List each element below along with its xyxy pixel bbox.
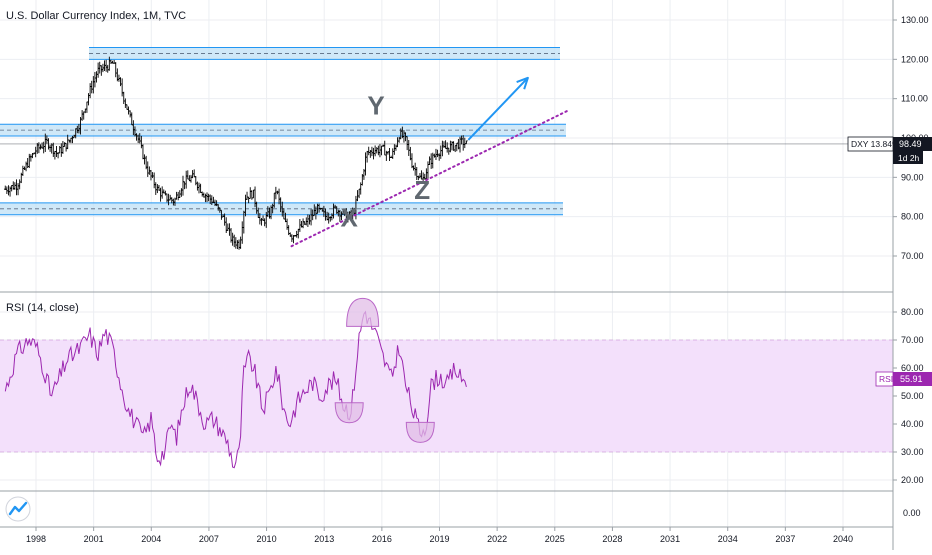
rsi-value-box (893, 372, 932, 386)
last-price-badge: DXY 13.84% 98.49 1d 2h (847, 136, 932, 164)
price-tick-label: 120.00 (901, 54, 929, 64)
rsi-value-badge: RSI 55.91 (875, 371, 932, 387)
time-tick-label: 2004 (141, 534, 161, 544)
drawing-overlays[interactable]: X Y Z (290, 76, 570, 248)
time-tick-label: 2010 (257, 534, 277, 544)
time-tick-label: 2013 (314, 534, 334, 544)
rsi-tick-label: 30.00 (901, 447, 924, 457)
symbol-change-text: DXY 13.84% (851, 139, 900, 149)
time-tick-label: 2031 (660, 534, 680, 544)
price-tick-label: 90.00 (901, 172, 924, 182)
time-tick-label: 2007 (199, 534, 219, 544)
rsi-series-line (4, 310, 467, 469)
rsi-name-text: RSI (879, 374, 893, 384)
price-pane[interactable]: X Y Z (0, 0, 893, 292)
rsi-trough-marker (334, 402, 364, 424)
time-tick-label: 2001 (84, 534, 104, 544)
wave-label-y: Y (367, 90, 384, 120)
time-axis[interactable]: 1998 2001 2004 2007 2010 2013 2016 2019 2022 2025… (26, 527, 853, 544)
rsi-trough-marker (405, 421, 435, 443)
rsi-peak-marker (346, 297, 380, 327)
lower-pane-zero-label: 0.00 (903, 508, 921, 518)
chart-title: U.S. Dollar Currency Index, 1M, TVC (6, 10, 186, 22)
time-tick-label: 2022 (487, 534, 507, 544)
rsi-band-bounds (0, 339, 893, 453)
rsi-tick-label: 20.00 (901, 475, 924, 485)
wave-label-x: X (341, 203, 359, 233)
rsi-markers (334, 297, 435, 443)
rsi-axis[interactable]: 80.00 70.00 60.00 50.00 40.00 30.00 20.00 (893, 307, 924, 485)
time-tick-label: 2040 (833, 534, 853, 544)
rsi-tick-label: 50.00 (901, 391, 924, 401)
wave-label-z: Z (414, 175, 430, 205)
time-tick-label: 2034 (718, 534, 738, 544)
time-tick-label: 2016 (372, 534, 392, 544)
rsi-tick-label: 70.00 (901, 335, 924, 345)
price-tick-label: 130.00 (901, 15, 929, 25)
tradingview-logo-icon[interactable] (5, 496, 31, 522)
rising-trendline (290, 109, 570, 248)
zone-fill (89, 47, 560, 60)
rsi-tick-label: 60.00 (901, 363, 924, 373)
indicator-title: RSI (14, close) (6, 302, 79, 314)
price-tick-label: 70.00 (901, 251, 924, 261)
price-tick-label: 80.00 (901, 212, 924, 222)
time-tick-label: 1998 (26, 534, 46, 544)
price-tick-label: 110.00 (901, 94, 928, 104)
time-tick-label: 2019 (429, 534, 449, 544)
last-price-value: 98.49 (899, 139, 922, 149)
rsi-tick-label: 80.00 (901, 307, 924, 317)
projection-arrow (467, 77, 529, 141)
rsi-pane[interactable] (0, 292, 893, 527)
rsi-last-value: 55.91 (900, 374, 923, 384)
rsi-band (0, 340, 893, 452)
support-resistance-zones (0, 47, 566, 216)
time-tick-label: 2028 (602, 534, 622, 544)
bar-countdown: 1d 2h (898, 153, 920, 163)
price-bars (0, 56, 893, 250)
projection-arrow-head (516, 76, 529, 90)
time-tick-label: 2025 (545, 534, 565, 544)
last-price-box (893, 137, 932, 151)
rsi-tick-label: 40.00 (901, 419, 924, 429)
time-tick-label: 2037 (775, 534, 795, 544)
countdown-box (893, 151, 923, 164)
